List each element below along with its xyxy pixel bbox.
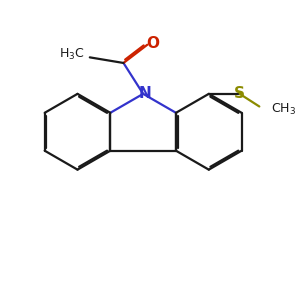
- Text: S: S: [234, 86, 245, 101]
- Text: O: O: [146, 36, 159, 51]
- Text: N: N: [138, 86, 151, 101]
- Text: H$_3$C: H$_3$C: [58, 46, 84, 62]
- Text: CH$_3$: CH$_3$: [271, 102, 296, 117]
